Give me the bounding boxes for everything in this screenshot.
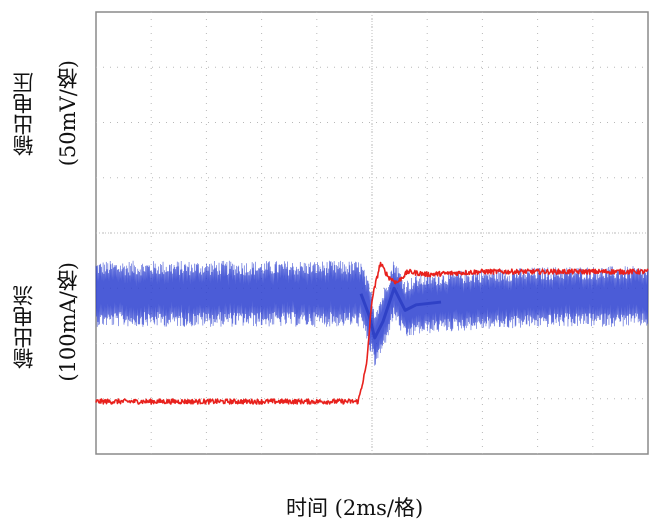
voltage-unit-text: (50mV/格) <box>56 60 80 167</box>
voltage-label-name: 输出电压 <box>12 72 36 156</box>
voltage-unit-label: (50mV/格) <box>56 60 80 166</box>
current-label-name: 输出电流 <box>12 285 36 369</box>
current-axis-label: 输出电流 <box>12 285 36 369</box>
time-axis-text: 时间 (2ms/格) <box>286 496 424 520</box>
time-axis-label: 时间 (2ms/格) <box>286 492 423 522</box>
current-trace <box>95 261 649 405</box>
current-unit-label: (100mA/格) <box>56 262 80 382</box>
voltage-axis-label: 输出电压 <box>12 72 36 156</box>
current-unit-text: (100mA/格) <box>56 262 80 382</box>
voltage-trace <box>95 260 649 366</box>
